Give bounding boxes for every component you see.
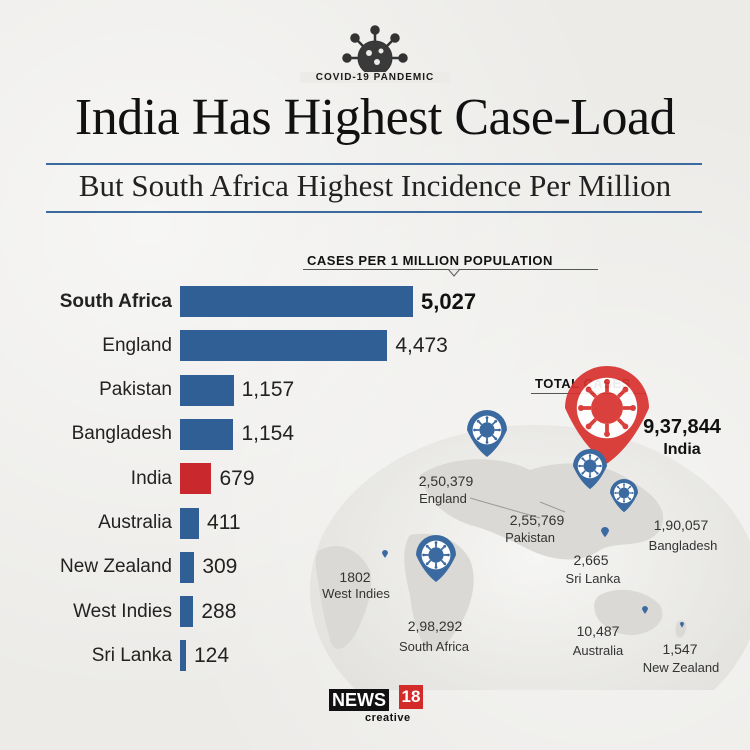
bar — [180, 596, 194, 628]
eurasia-shape — [420, 459, 664, 560]
bar — [180, 551, 195, 583]
bar-value-label: 679 — [219, 466, 255, 490]
bar — [180, 418, 234, 450]
map-value-label: 2,98,292 — [407, 618, 463, 634]
bar-label: Pakistan — [99, 379, 172, 401]
map-pin-icon — [565, 366, 649, 464]
subtitle-divider — [46, 211, 702, 213]
bar-chart-title: CASES PER 1 MILLION POPULATION — [307, 253, 553, 268]
bar-value-label: 309 — [202, 555, 238, 579]
world-map — [310, 425, 750, 690]
map-pin-icon — [416, 535, 456, 582]
bar-label: South Africa — [59, 290, 172, 312]
virus-icon — [342, 25, 408, 76]
bar-label: New Zealand — [60, 556, 172, 578]
map-pin-icon — [573, 448, 607, 489]
bar — [180, 507, 200, 539]
map-country-label: England — [419, 491, 467, 506]
logo-brand: NEWS — [329, 689, 389, 711]
bar-label: West Indies — [73, 600, 172, 622]
map-country-label: Pakistan — [505, 530, 555, 545]
bar-value-label: 1,154 — [241, 422, 295, 446]
news18-logo: NEWS 18 creative — [329, 685, 423, 727]
bar-label: England — [102, 334, 172, 356]
bar-label: India — [130, 467, 172, 489]
map-value-label: 1,90,057 — [653, 517, 709, 533]
map-pin-icon — [610, 478, 638, 512]
map-value-label: 2,50,379 — [418, 473, 474, 489]
map-value-label: 1,547 — [662, 641, 698, 657]
map-value-label: 1802 — [339, 569, 371, 585]
map-country-label: South Africa — [398, 639, 470, 654]
map-country-label: Sri Lanka — [565, 571, 621, 586]
map-pin-icon — [382, 550, 388, 558]
map-country-label: Bangladesh — [648, 538, 718, 553]
map-country-label: New Zealand — [642, 660, 720, 675]
bar — [180, 286, 413, 317]
map-country-label: Australia — [572, 643, 624, 658]
map-country-label: India — [663, 441, 701, 458]
map-value-label: 2,665 — [573, 552, 609, 568]
map-pin-icon — [601, 526, 609, 537]
bar-value-label: 124 — [194, 643, 230, 667]
bar-label: Bangladesh — [71, 423, 172, 445]
australia-shape — [594, 589, 663, 636]
map-pin-icon — [680, 622, 684, 628]
bar — [180, 463, 212, 495]
map-value-label: 10,487 — [576, 623, 620, 639]
covid-badge: COVID-19 PANDEMIC — [300, 22, 450, 94]
map-value-label: 9,37,844 — [643, 416, 721, 438]
map-pin-icon — [642, 606, 648, 614]
bar-chart-title-pointer — [448, 269, 460, 277]
bar-value-label: 1,157 — [241, 378, 295, 402]
map-value-label: 2,55,769 — [509, 512, 565, 528]
bar-label: Sri Lanka — [91, 644, 172, 666]
title-divider — [46, 163, 702, 165]
logo-number: 18 — [399, 685, 423, 709]
bar-label: Australia — [98, 512, 172, 533]
map-pin-icon — [467, 410, 507, 457]
bar — [180, 330, 388, 362]
bar — [180, 640, 186, 672]
bar-value-label: 288 — [201, 599, 237, 623]
bar-value-label: 411 — [207, 511, 241, 534]
page-title: India Has Highest Case-Load — [74, 89, 676, 146]
page-subtitle: But South Africa Highest Incidence Per M… — [78, 168, 672, 203]
south-america-shape — [315, 546, 372, 650]
logo-sub: creative — [365, 712, 411, 724]
map-country-label: West Indies — [322, 586, 390, 601]
bar-value-label: 4,473 — [395, 333, 448, 357]
bar-value-label: 5,027 — [421, 288, 477, 314]
badge-text: COVID-19 PANDEMIC — [300, 72, 450, 83]
bar — [180, 374, 234, 406]
